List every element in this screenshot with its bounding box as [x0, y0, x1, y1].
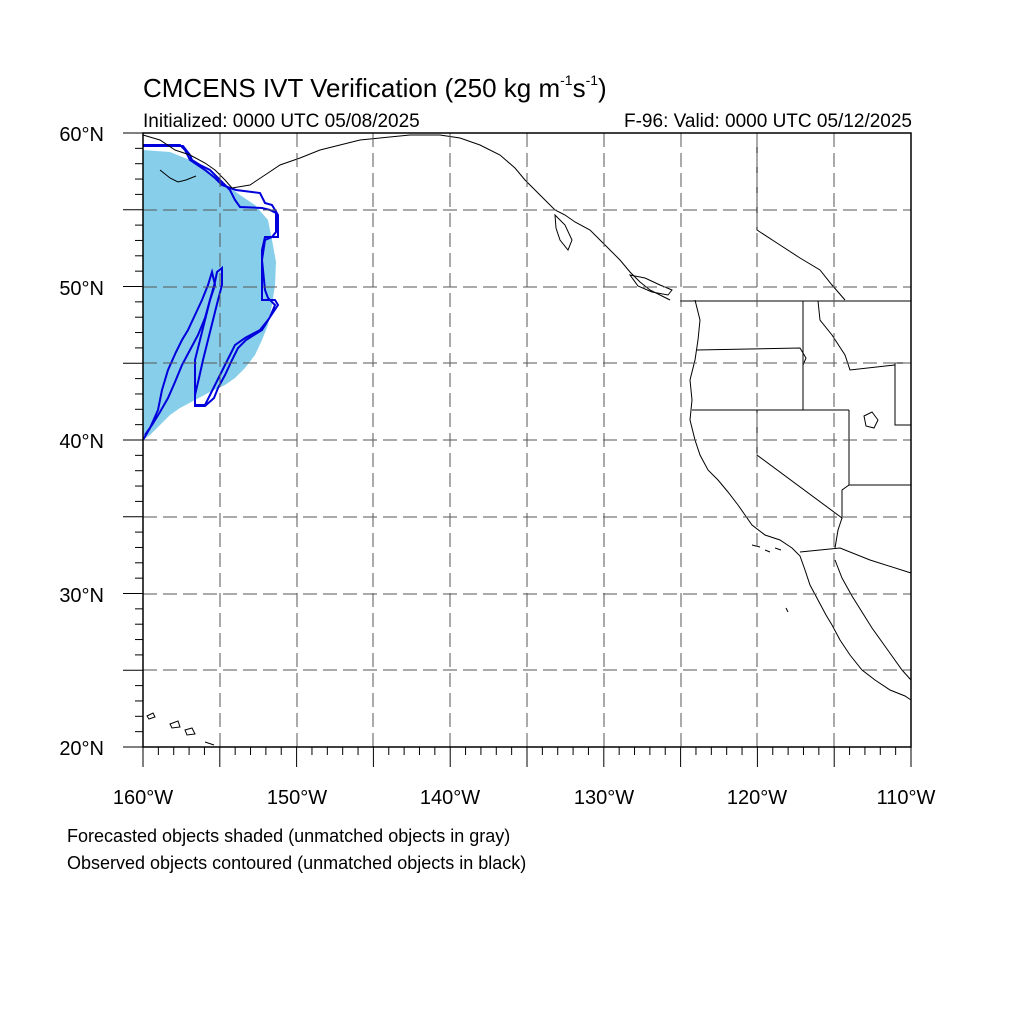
- forecast-object-shading: [143, 150, 276, 440]
- alaska-canada-border: [756, 133, 846, 301]
- gulf-of-california-coastline: [834, 559, 912, 681]
- arizona-border: [834, 517, 843, 549]
- lon-label-160w: 160°W: [113, 787, 173, 809]
- baja-coastline: [831, 624, 912, 701]
- initialized-time: Initialized: 0000 UTC 05/08/2025: [143, 111, 420, 132]
- nevada-border: [756, 410, 911, 519]
- graticule: [143, 133, 911, 747]
- lon-label-140w: 140°W: [420, 787, 480, 809]
- west-coast-coastline: [689, 299, 833, 626]
- great-salt-lake: [863, 411, 879, 429]
- haida-gwaii: [554, 213, 573, 251]
- lat-label-20: 20°N: [59, 738, 104, 760]
- map-title: CMCENS IVT Verification (250 kg m-1s-1): [143, 72, 607, 103]
- lat-label-40: 40°N: [59, 431, 104, 453]
- alaska-coastline: [142, 134, 671, 301]
- footnote-observed: Observed objects contoured (unmatched ob…: [67, 853, 527, 873]
- lon-label-150w: 150°W: [267, 787, 327, 809]
- observed-object-contour-inner: [142, 268, 217, 441]
- vancouver-island: [628, 274, 673, 296]
- valid-time: F-96: Valid: 0000 UTC 05/12/2025: [624, 111, 912, 132]
- channel-islands: [751, 544, 789, 613]
- lon-label-130w: 130°W: [574, 787, 634, 809]
- observed-object-contour: [143, 144, 280, 407]
- footnote-forecast: Forecasted objects shaded (unmatched obj…: [67, 826, 511, 846]
- coastline-group: [142, 134, 912, 746]
- latitude-labels: 20°N 30°N 40°N 50°N 60°N: [59, 124, 104, 760]
- us-mexico-border: [799, 547, 912, 574]
- oregon-washington-border: [696, 347, 807, 366]
- lat-label-50: 50°N: [59, 278, 104, 300]
- political-borders: [680, 133, 912, 574]
- hawaii-islands: [146, 712, 215, 746]
- axis-ticks: [123, 132, 912, 767]
- lon-label-120w: 120°W: [727, 787, 787, 809]
- montana-idaho-border: [817, 300, 896, 371]
- lon-label-110w: 110°W: [877, 787, 936, 809]
- alaska-peninsula-coastline: [159, 169, 197, 183]
- wyoming-border: [894, 362, 911, 426]
- lat-label-30: 30°N: [59, 585, 104, 607]
- longitude-labels: 160°W 150°W 140°W 130°W 120°W 110°W: [113, 787, 936, 809]
- lat-label-60: 60°N: [59, 124, 104, 146]
